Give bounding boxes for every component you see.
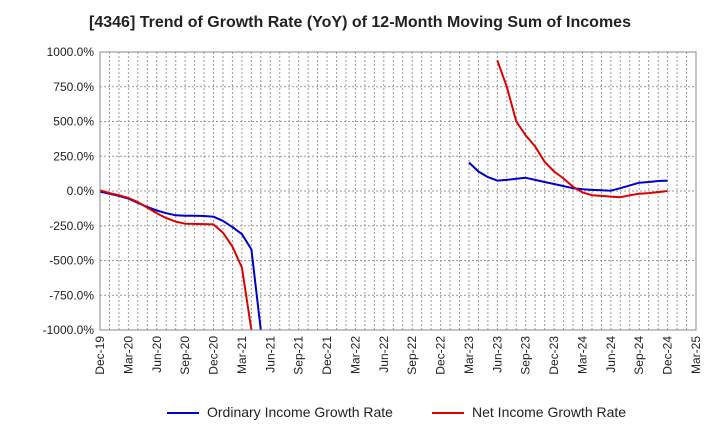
- x-tick-label: Dec-24: [661, 336, 675, 375]
- plot-border: [99, 51, 697, 331]
- y-tick-label: -250.0%: [49, 219, 94, 233]
- x-tick-label: Dec-23: [547, 336, 561, 375]
- y-tick-label: 500.0%: [53, 115, 94, 129]
- x-tick-label: Jun-24: [604, 336, 618, 373]
- legend-label-net-income: Net Income Growth Rate: [472, 404, 627, 420]
- grid-lines: [100, 52, 696, 330]
- x-tick-label: Jun-20: [150, 336, 164, 373]
- x-tick-label: Mar-22: [348, 336, 362, 374]
- x-tick-label: Jun-22: [377, 336, 391, 373]
- x-tick-label: Jun-23: [490, 336, 504, 373]
- legend-item-ordinary-income: Ordinary Income Growth Rate: [167, 404, 393, 420]
- x-tick-label: Sep-22: [405, 336, 419, 375]
- x-tick-label: Sep-20: [178, 336, 192, 375]
- x-tick-label: Sep-24: [632, 336, 646, 375]
- y-tick-label: 1000.0%: [47, 45, 95, 59]
- series-line-net-income: [99, 189, 253, 331]
- series-line-ordinary-income: [468, 161, 668, 192]
- x-tick-label: Mar-23: [462, 336, 476, 374]
- x-tick-label: Mar-25: [689, 336, 703, 374]
- y-tick-label: -1000.0%: [43, 323, 95, 337]
- y-tick-label: 250.0%: [53, 149, 94, 163]
- y-tick-label: 750.0%: [53, 80, 94, 94]
- x-tick-label: Dec-20: [207, 336, 221, 375]
- legend-swatch-blue: [167, 412, 199, 415]
- x-axis-ticks: Dec-19 Mar-20 Jun-20 Sep-20 Dec-20 Mar-21 Jun-…: [93, 336, 703, 375]
- x-tick-label: Mar-24: [575, 336, 589, 374]
- y-axis-ticks: 1000.0% 750.0% 500.0% 250.0% 0.0% -250.0% -500…: [43, 45, 95, 337]
- y-tick-label: -750.0%: [49, 288, 94, 302]
- series-line-net-income: [496, 59, 668, 199]
- x-tick-label: Mar-21: [235, 336, 249, 374]
- x-tick-label: Dec-19: [93, 336, 107, 375]
- chart-title: [4346] Trend of Growth Rate (YoY) of 12-…: [89, 14, 631, 31]
- x-tick-label: Mar-20: [121, 336, 135, 374]
- x-tick-label: Sep-21: [292, 336, 306, 375]
- x-tick-label: Jun-21: [263, 336, 277, 373]
- series-lines: [99, 59, 668, 331]
- legend-label-ordinary-income: Ordinary Income Growth Rate: [207, 404, 393, 420]
- x-tick-label: Dec-21: [320, 336, 334, 375]
- y-tick-label: 0.0%: [67, 184, 95, 198]
- x-tick-label: Dec-22: [434, 336, 448, 375]
- legend-item-net-income: Net Income Growth Rate: [432, 404, 626, 420]
- x-tick-label: Sep-23: [519, 336, 533, 375]
- y-tick-label: -500.0%: [49, 254, 94, 268]
- legend-swatch-red: [432, 412, 464, 415]
